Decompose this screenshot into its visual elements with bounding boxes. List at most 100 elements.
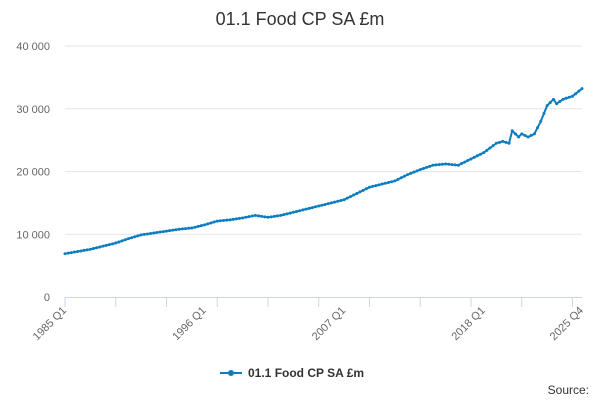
data-point [314,205,318,209]
data-point [190,226,194,230]
data-point [333,200,337,204]
data-point [387,180,391,184]
data-point [542,111,546,115]
x-axis: 1985 Q1 1996 Q1 2007 Q1 2018 Q1 2025 Q4 [31,297,586,343]
data-point [348,195,352,199]
data-point [555,102,559,106]
data-point [532,132,536,136]
data-point [355,191,359,195]
x-tick-label: 2025 Q4 [548,305,586,343]
data-point [285,212,289,216]
data-point [406,173,410,177]
data-point [402,174,406,178]
data-point [298,209,302,213]
data-point [66,251,70,255]
data-point [92,247,96,251]
data-point [174,228,178,232]
data-point [212,220,216,224]
data-point [101,244,105,248]
data-point [564,96,568,100]
data-point [196,224,200,228]
data-point [396,177,400,181]
y-tick-label: 0 [44,292,50,304]
data-point [539,119,543,123]
data-point [234,217,238,221]
data-point [73,250,77,254]
data-point [383,181,387,185]
data-point [142,232,146,236]
data-point [107,243,111,247]
data-point [266,215,270,219]
data-point [310,206,314,210]
data-point [352,193,356,197]
data-point [440,162,444,166]
data-point [488,146,492,150]
data-point [326,202,330,206]
data-point [272,214,276,218]
data-point [393,179,397,183]
data-point [218,219,222,223]
data-point [279,213,283,217]
data-point [158,230,162,234]
data-point [130,236,134,240]
data-point [466,159,470,163]
data-point [374,184,378,188]
data-point [577,89,581,93]
data-point [117,240,121,244]
legend-point-marker [228,370,234,376]
data-point [269,215,273,219]
series-layer [63,87,584,256]
data-point [231,217,235,221]
data-point [472,155,476,159]
data-point [558,100,562,104]
data-point [469,157,473,161]
data-point [193,225,197,229]
data-point [526,135,530,139]
data-point [88,247,92,251]
x-tick-label: 1996 Q1 [170,305,208,343]
data-point [244,215,248,219]
data-point [504,140,508,144]
data-point [301,208,305,212]
data-point [361,188,365,192]
data-point [517,135,521,139]
data-point [580,87,584,91]
data-point [434,163,438,167]
data-point [222,218,226,222]
data-point [342,198,346,202]
data-point [323,202,327,206]
data-point [523,133,527,137]
data-point [371,184,375,188]
data-point [570,94,574,98]
y-axis: 0 10 000 20 000 30 000 40 000 [16,41,50,304]
data-point [145,232,149,236]
x-tick-label: 1985 Q1 [31,305,69,343]
data-point [155,231,159,235]
data-point [520,132,524,136]
data-point [114,241,118,245]
data-point [399,176,403,180]
y-tick-label: 40 000 [16,41,50,53]
data-point [551,97,555,101]
data-point [536,126,540,130]
data-point [453,163,457,167]
data-point [291,210,295,214]
data-point [510,129,514,133]
data-point [288,211,292,215]
data-point [336,199,340,203]
legend[interactable]: 01.1 Food CP SA £m [220,366,364,380]
data-point [206,222,210,226]
data-point [260,214,264,218]
data-point [250,214,254,218]
legend-label: 01.1 Food CP SA £m [248,366,364,380]
y-tick-label: 10 000 [16,229,50,241]
data-point [479,152,482,156]
data-point [177,227,181,231]
data-point [95,246,99,250]
data-point [431,163,435,167]
data-point [152,231,156,235]
data-point [79,249,83,253]
data-point [437,163,441,167]
data-point [428,164,432,168]
